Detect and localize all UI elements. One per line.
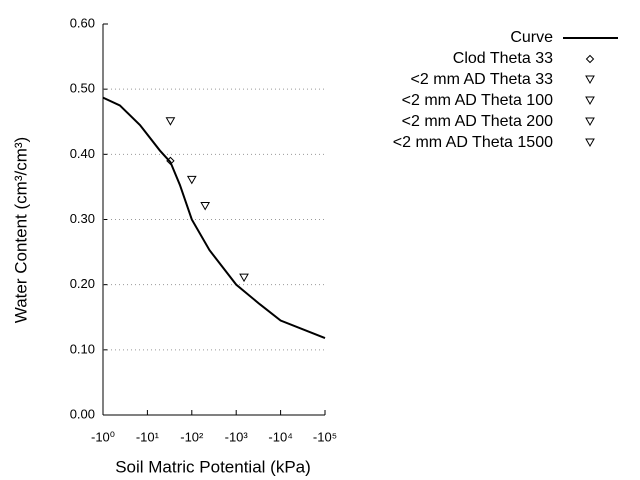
legend-swatch	[585, 117, 595, 127]
legend-label: <2 mm AD Theta 100	[402, 92, 553, 109]
point	[166, 156, 175, 166]
legend-label: <2 mm AD Theta 33	[411, 71, 554, 88]
x-tick-label: -10²	[180, 429, 204, 444]
y-axis-title: Water Content (cm³/cm³)	[11, 137, 30, 323]
legend-swatch	[585, 54, 595, 64]
y-tick-label: 0.50	[70, 81, 95, 96]
y-tick-label: 0.60	[70, 15, 95, 30]
y-tick-label: 0.00	[70, 406, 95, 421]
legend-label: Curve	[510, 29, 553, 46]
x-tick-label: -10⁵	[313, 429, 337, 444]
legend-swatch	[585, 138, 595, 148]
x-tick-label: -10⁴	[268, 429, 292, 444]
legend-label: Clod Theta 33	[453, 50, 553, 67]
x-tick-label: -10³	[225, 429, 249, 444]
y-tick-label: 0.30	[70, 211, 95, 226]
y-tick-label: 0.20	[70, 276, 95, 291]
legend-label: <2 mm AD Theta 1500	[393, 134, 553, 151]
point	[200, 201, 211, 211]
curve	[102, 96, 326, 340]
legend-swatch	[585, 96, 595, 106]
y-tick-label: 0.10	[70, 341, 95, 356]
x-axis-title: Soil Matric Potential (kPa)	[115, 457, 311, 476]
point	[186, 175, 197, 185]
legend-label: <2 mm AD Theta 200	[402, 113, 553, 130]
point	[165, 117, 176, 126]
x-tick-label: -10⁰	[91, 429, 115, 444]
point	[239, 273, 249, 283]
y-tick-label: 0.40	[70, 146, 95, 161]
x-tick-label: -10¹	[136, 429, 160, 444]
legend-swatch	[585, 75, 595, 85]
